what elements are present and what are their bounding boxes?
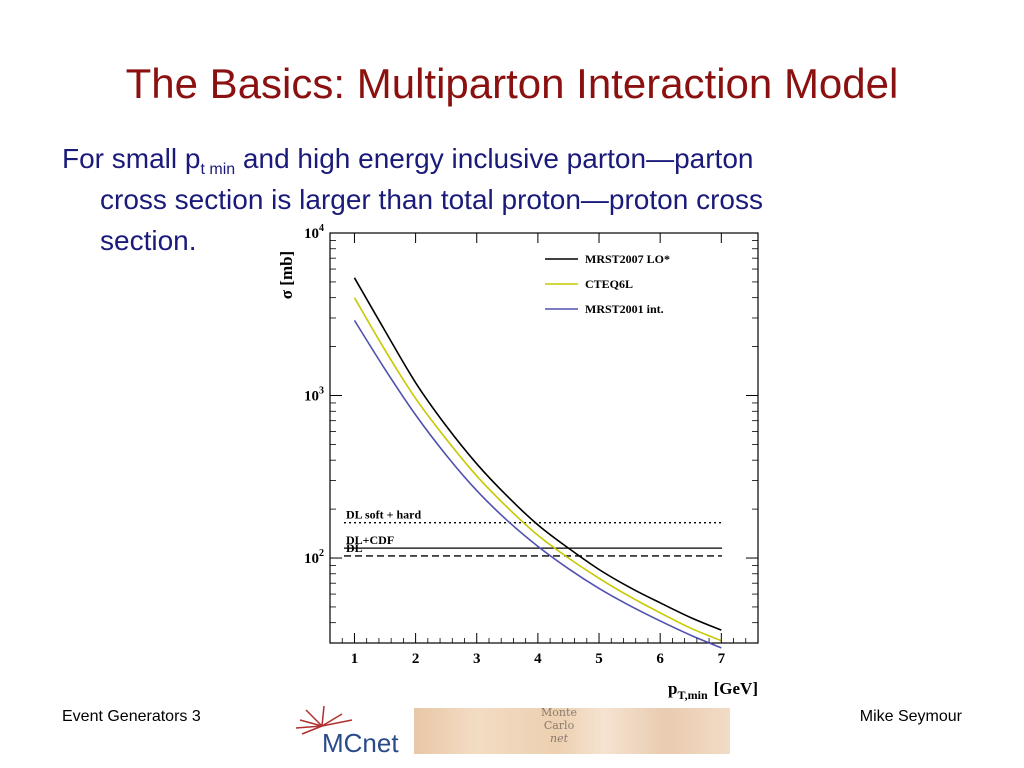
- burst-icon: [295, 706, 353, 735]
- x-axis-label-unit: [GeV]: [714, 679, 758, 698]
- bullet-line-1-sub: t min: [200, 161, 236, 178]
- reference-line-label: DL+CDF: [346, 533, 394, 547]
- x-axis-label: pT,min [GeV]: [668, 679, 758, 702]
- x-tick-label: 6: [656, 651, 664, 667]
- x-tick-label: 2: [412, 651, 420, 667]
- series-line: [353, 319, 722, 649]
- bullet-text: For small pt min and high energy inclusi…: [62, 138, 942, 261]
- x-axis-label-main: p: [668, 679, 677, 698]
- series-line: [353, 297, 722, 642]
- legend-label: CTEQ6L: [585, 277, 633, 291]
- footer-left: Event Generators 3: [62, 708, 201, 725]
- legend-label: MRST2001 int.: [585, 302, 664, 316]
- x-tick-label: 1: [351, 651, 359, 667]
- x-tick-label: 4: [534, 651, 542, 667]
- y-axis-label: σ [mb]: [277, 251, 296, 299]
- y-tick-label: 103: [304, 386, 324, 405]
- slide-title: The Basics: Multiparton Interaction Mode…: [125, 60, 899, 107]
- series-line: [353, 277, 722, 631]
- x-tick-label: 5: [595, 651, 603, 667]
- banner-line-1: Monte: [541, 706, 577, 719]
- x-tick-label: 3: [473, 651, 481, 667]
- legend-label: MRST2007 LO*: [585, 252, 670, 266]
- monte-carlo-net-banner: Monte Carlo net: [414, 706, 730, 754]
- bullet-line-1: For small pt min and high energy inclusi…: [62, 138, 942, 179]
- bullet-line-1-post: and high energy inclusive parton—parton: [235, 143, 754, 174]
- bullet-line-1-pre: For small p: [62, 143, 201, 174]
- logo-text: MCnet: [322, 728, 399, 758]
- banner-line-2: Carlo: [543, 719, 575, 732]
- mcnet-logo: MCnet: [295, 706, 399, 758]
- bullet-line-3: section.: [100, 225, 197, 256]
- y-tick-label: 104: [304, 223, 324, 242]
- banner-line-3: net: [549, 732, 568, 745]
- footer-right: Mike Seymour: [859, 708, 962, 725]
- bullet-line-2: cross section is larger than total proto…: [100, 184, 763, 215]
- reference-line-label: DL soft + hard: [346, 508, 422, 522]
- monte-carlo-net-text: Monte Carlo net: [536, 706, 582, 745]
- y-tick-label: 102: [304, 548, 324, 567]
- reference-line-label: DL: [346, 541, 363, 555]
- x-axis-label-sub: T,min: [678, 688, 708, 702]
- x-tick-label: 7: [718, 651, 726, 667]
- plot-frame: [329, 232, 759, 644]
